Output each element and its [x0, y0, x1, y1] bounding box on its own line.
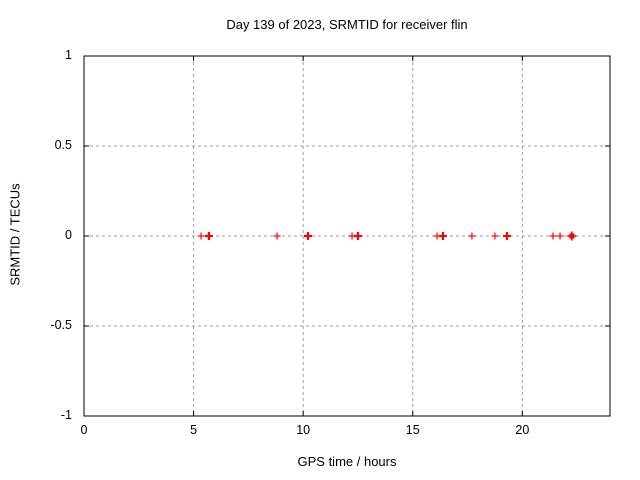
data-point-marker — [303, 232, 312, 240]
data-point-marker — [204, 232, 213, 240]
x-tick-label-2: 10 — [296, 423, 311, 437]
x-axis-label: GPS time / hours — [297, 454, 397, 469]
y-tick-label-1: -0.5 — [50, 318, 72, 332]
data-point-marker — [273, 232, 281, 240]
data-point-marker — [438, 232, 447, 240]
plot-border — [83, 55, 611, 417]
y-tick-label-3: 0.5 — [54, 138, 72, 152]
chart-title: Day 139 of 2023, SRMTID for receiver fli… — [226, 17, 468, 32]
data-point-marker — [502, 232, 511, 240]
x-tick-label-1: 5 — [190, 423, 198, 437]
x-tick-label-3: 15 — [405, 423, 420, 437]
data-point-marker — [556, 232, 564, 240]
y-tick-label-0: -1 — [60, 408, 72, 422]
x-tick-label-4: 20 — [515, 423, 530, 437]
data-point-marker — [567, 231, 577, 241]
x-tick-label-0: 0 — [80, 423, 88, 437]
data-point-marker — [549, 232, 557, 240]
data-point-marker — [491, 232, 499, 240]
data-point-marker — [353, 232, 362, 240]
y-tick-label-2: 0 — [65, 228, 72, 242]
data-point-marker — [468, 232, 476, 240]
data-point-marker — [197, 232, 205, 240]
y-tick-label-4: 1 — [65, 48, 72, 62]
